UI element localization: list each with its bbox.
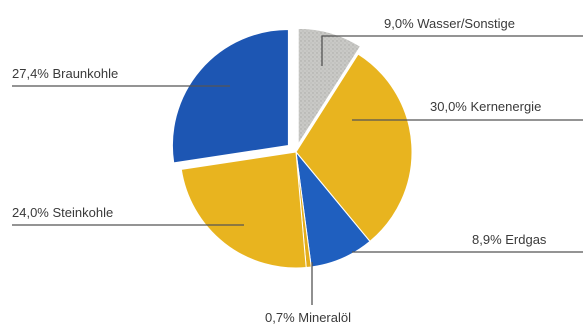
slice-label-erdgas: 8,9% Erdgas [472,232,547,247]
slice-label-steinkohle: 24,0% Steinkohle [12,205,113,220]
pie-slice-steinkohle [180,151,307,269]
pie-slice-braunkohle [171,28,289,164]
pie-slices [171,27,413,269]
slice-label-mineralöl: 0,7% Mineralöl [265,310,351,325]
slice-label-wasser-sonstige: 9,0% Wasser/Sonstige [384,16,515,31]
pie-slice-kernenergie [295,53,413,243]
leader-lines [12,35,583,305]
slice-label-kernenergie: 30,0% Kernenergie [430,99,541,114]
slice-labels: 9,0% Wasser/Sonstige 30,0% Kernenergie 8,9… [12,16,547,325]
leader-line-wasser-sonstige [321,35,583,66]
slice-label-braunkohle: 27,4% Braunkohle [12,66,118,81]
pie-slice-wasser-sonstige [297,27,362,147]
